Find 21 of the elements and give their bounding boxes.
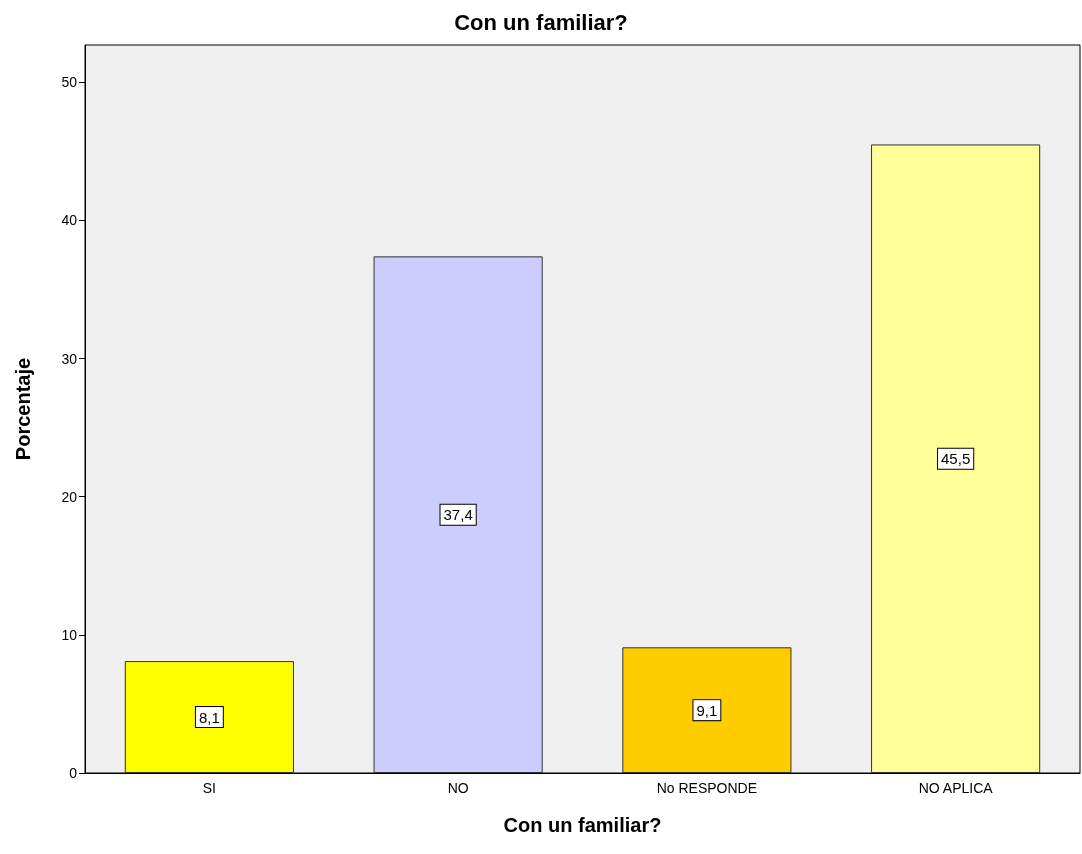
x-axis-title: Con un familiar? <box>503 814 662 836</box>
bar <box>871 144 1041 773</box>
y-tick-label: 50 <box>61 74 78 91</box>
data-label: 37,4 <box>443 506 473 524</box>
y-tick-label: 10 <box>61 626 78 643</box>
bar <box>124 661 294 773</box>
x-tick-label: NO <box>447 780 469 796</box>
data-label: 45,5 <box>941 450 971 468</box>
x-tick-label: SI <box>202 780 216 796</box>
y-axis-title: Porcentaje <box>12 357 34 461</box>
y-tick-label: 20 <box>61 488 78 505</box>
x-tick-label: No RESPONDE <box>656 780 758 796</box>
chart-title: Con un familiar? <box>454 9 628 35</box>
y-tick-label: 40 <box>61 212 78 229</box>
data-label: 8,1 <box>198 708 220 726</box>
bar <box>373 256 543 773</box>
y-tick-label: 0 <box>69 765 78 781</box>
x-tick-label: NO APLICA <box>918 780 994 796</box>
y-tick-label: 30 <box>61 350 78 367</box>
data-label: 9,1 <box>696 701 718 719</box>
bar <box>622 647 792 773</box>
